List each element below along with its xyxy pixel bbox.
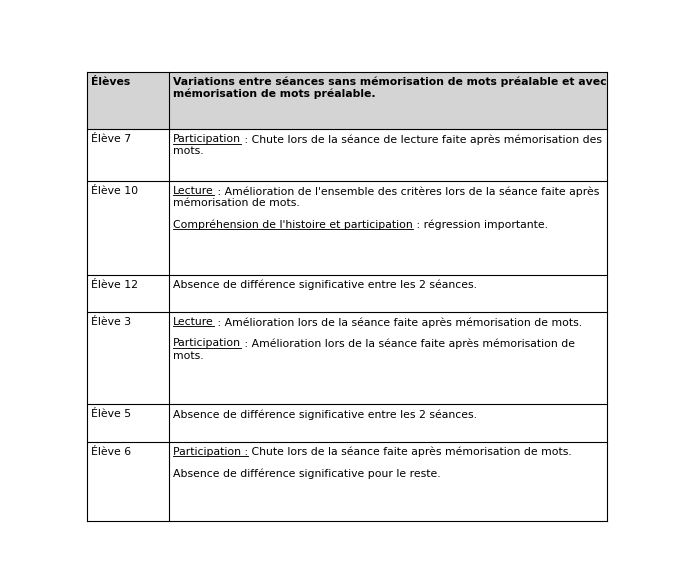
Text: Élève 10: Élève 10 (91, 186, 138, 196)
Text: Élève 3: Élève 3 (91, 317, 131, 327)
Text: Compréhension de l'histoire et participation: Compréhension de l'histoire et participa… (173, 220, 413, 230)
Text: mots.: mots. (173, 147, 204, 157)
Text: Absence de différence significative entre les 2 séances.: Absence de différence significative entr… (173, 280, 477, 291)
Text: Élève 5: Élève 5 (91, 409, 131, 419)
Text: Participation :: Participation : (173, 447, 248, 457)
Text: : Amélioration de l'ensemble des critères lors de la séance faite après: : Amélioration de l'ensemble des critère… (214, 186, 599, 197)
Text: Participation: Participation (173, 339, 241, 349)
Text: Élèves: Élèves (91, 77, 130, 87)
Text: : régression importante.: : régression importante. (413, 220, 548, 230)
Text: Lecture: Lecture (173, 186, 214, 196)
Text: Absence de différence significative pour le reste.: Absence de différence significative pour… (173, 468, 441, 478)
Text: Lecture: Lecture (173, 317, 214, 327)
Text: Élève 6: Élève 6 (91, 447, 131, 457)
Bar (87, 72, 607, 129)
Text: mémorisation de mots préalable.: mémorisation de mots préalable. (173, 89, 376, 99)
Text: mémorisation de mots.: mémorisation de mots. (173, 198, 300, 208)
Text: Élève 12: Élève 12 (91, 280, 138, 290)
Text: Chute lors de la séance faite après mémorisation de mots.: Chute lors de la séance faite après mémo… (248, 447, 572, 457)
Text: Variations entre séances sans mémorisation de mots préalable et avec: Variations entre séances sans mémorisati… (173, 77, 607, 87)
Text: : Chute lors de la séance de lecture faite après mémorisation des: : Chute lors de la séance de lecture fai… (241, 134, 602, 145)
Text: Élève 7: Élève 7 (91, 134, 131, 144)
Text: Participation: Participation (173, 134, 241, 144)
Text: : Amélioration lors de la séance faite après mémorisation de mots.: : Amélioration lors de la séance faite a… (214, 317, 582, 328)
Text: mots.: mots. (173, 350, 204, 360)
Text: : Amélioration lors de la séance faite après mémorisation de: : Amélioration lors de la séance faite a… (241, 339, 575, 349)
Text: Absence de différence significative entre les 2 séances.: Absence de différence significative entr… (173, 409, 477, 420)
